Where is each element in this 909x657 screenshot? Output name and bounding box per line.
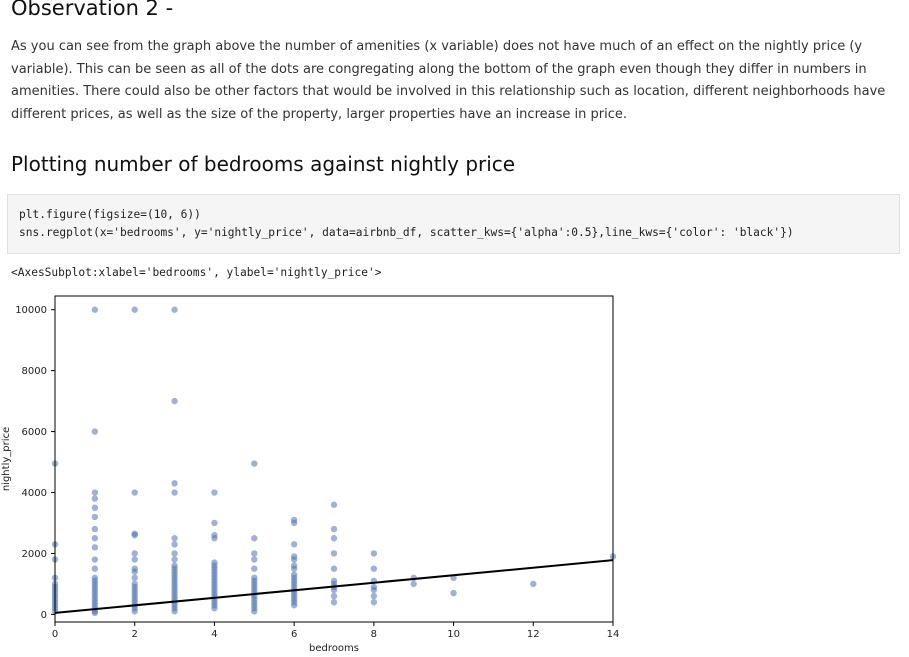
scatter-point <box>91 565 99 572</box>
scatter-point <box>171 489 178 496</box>
scatter-point <box>330 598 338 606</box>
scatter-point <box>251 556 258 563</box>
y-tick-label: 4000 <box>22 488 47 499</box>
scatter-point <box>290 519 298 527</box>
scatter-point <box>251 535 258 542</box>
observation-heading: Observation 2 - <box>11 0 174 20</box>
x-tick-label: 0 <box>52 629 58 640</box>
scatter-point <box>211 605 218 612</box>
x-tick-label: 6 <box>291 629 297 640</box>
y-ticks: 0 2000 4000 6000 8000 10000 <box>15 305 55 621</box>
section-heading: Plotting number of bedrooms against nigh… <box>11 152 516 176</box>
y-tick-label: 8000 <box>22 366 47 377</box>
x-ticks: 0 2 4 6 8 10 12 14 <box>52 622 620 640</box>
scatter-point <box>91 428 99 435</box>
scatter-point <box>330 501 338 508</box>
scatter-point <box>330 550 338 557</box>
scatter-point <box>91 544 99 551</box>
scatter-point <box>171 608 178 615</box>
scatter-point <box>251 565 258 572</box>
scatter-point <box>370 550 378 557</box>
x-tick-label: 12 <box>527 629 540 640</box>
scatter-point <box>370 598 378 606</box>
code-cell[interactable]: plt.figure(figsize=(10, 6)) sns.regplot(… <box>7 194 900 254</box>
scatter-point <box>171 550 178 557</box>
scatter-point <box>370 565 378 572</box>
observation-paragraph: As you can see from the graph above the … <box>11 39 886 122</box>
scatter-point <box>131 568 138 575</box>
scatter-point <box>171 541 178 548</box>
scatter-point <box>251 460 258 467</box>
scatter-point <box>91 504 99 511</box>
scatter-point <box>290 602 298 609</box>
scatter-point <box>131 556 138 563</box>
scatter-point <box>91 306 99 313</box>
scatter-point <box>91 513 99 521</box>
cell-output-text: <AxesSubplot:xlabel='bedrooms', ylabel='… <box>11 266 382 279</box>
x-tick-label: 14 <box>607 629 620 640</box>
y-tick-label: 10000 <box>15 305 47 316</box>
scatter-point <box>171 480 178 487</box>
scatter-point <box>171 397 178 405</box>
plot-frame <box>54 295 614 623</box>
scatter-point <box>131 531 138 539</box>
scatter-point <box>211 535 218 542</box>
scatter-point <box>330 535 338 542</box>
x-tick-label: 2 <box>132 629 138 640</box>
scatter-point <box>171 306 178 313</box>
scatter-point <box>330 586 338 594</box>
scatter-point <box>131 550 138 557</box>
scatter-point <box>290 565 298 572</box>
scatter-point <box>91 525 99 533</box>
code-line-1: plt.figure(figsize=(10, 6)) <box>19 208 201 221</box>
x-axis-label: bedrooms <box>309 643 359 654</box>
x-tick-label: 8 <box>371 629 377 640</box>
scatter-point <box>251 608 258 615</box>
regression-line-layer <box>54 559 614 614</box>
x-tick-label: 4 <box>211 629 217 640</box>
scatter-point <box>91 535 99 542</box>
scatter-point <box>370 586 378 594</box>
scatter-point <box>211 519 218 527</box>
scatter-point <box>290 541 298 548</box>
scatter-point <box>131 608 138 615</box>
scatter-point <box>91 495 99 502</box>
scatter-point <box>131 489 138 496</box>
scatter-point <box>211 489 218 496</box>
scatter-point <box>91 489 99 496</box>
scatter-point <box>171 556 178 563</box>
scatter-point <box>330 592 338 600</box>
scatter-point <box>530 580 537 588</box>
y-tick-label: 0 <box>41 610 47 621</box>
regression-line <box>54 559 614 614</box>
scatter-point <box>251 550 258 557</box>
scatter-point <box>91 609 99 617</box>
scatter-point <box>171 535 178 542</box>
scatter-point <box>131 306 138 313</box>
scatter-point <box>131 574 138 582</box>
scatter-point <box>370 592 378 600</box>
scatter-point <box>450 589 457 597</box>
scatter-point <box>91 556 99 563</box>
points-layer <box>51 306 617 617</box>
scatter-point <box>290 556 298 563</box>
code-line-2: sns.regplot(x='bedrooms', y='nightly_pri… <box>19 226 794 239</box>
y-axis-label: nightly_price <box>1 427 12 491</box>
x-tick-label: 10 <box>447 629 460 640</box>
scatter-point <box>410 580 417 588</box>
scatter-point <box>330 565 338 572</box>
y-tick-label: 2000 <box>22 549 47 560</box>
y-tick-label: 6000 <box>22 427 47 438</box>
scatter-point <box>330 525 338 533</box>
